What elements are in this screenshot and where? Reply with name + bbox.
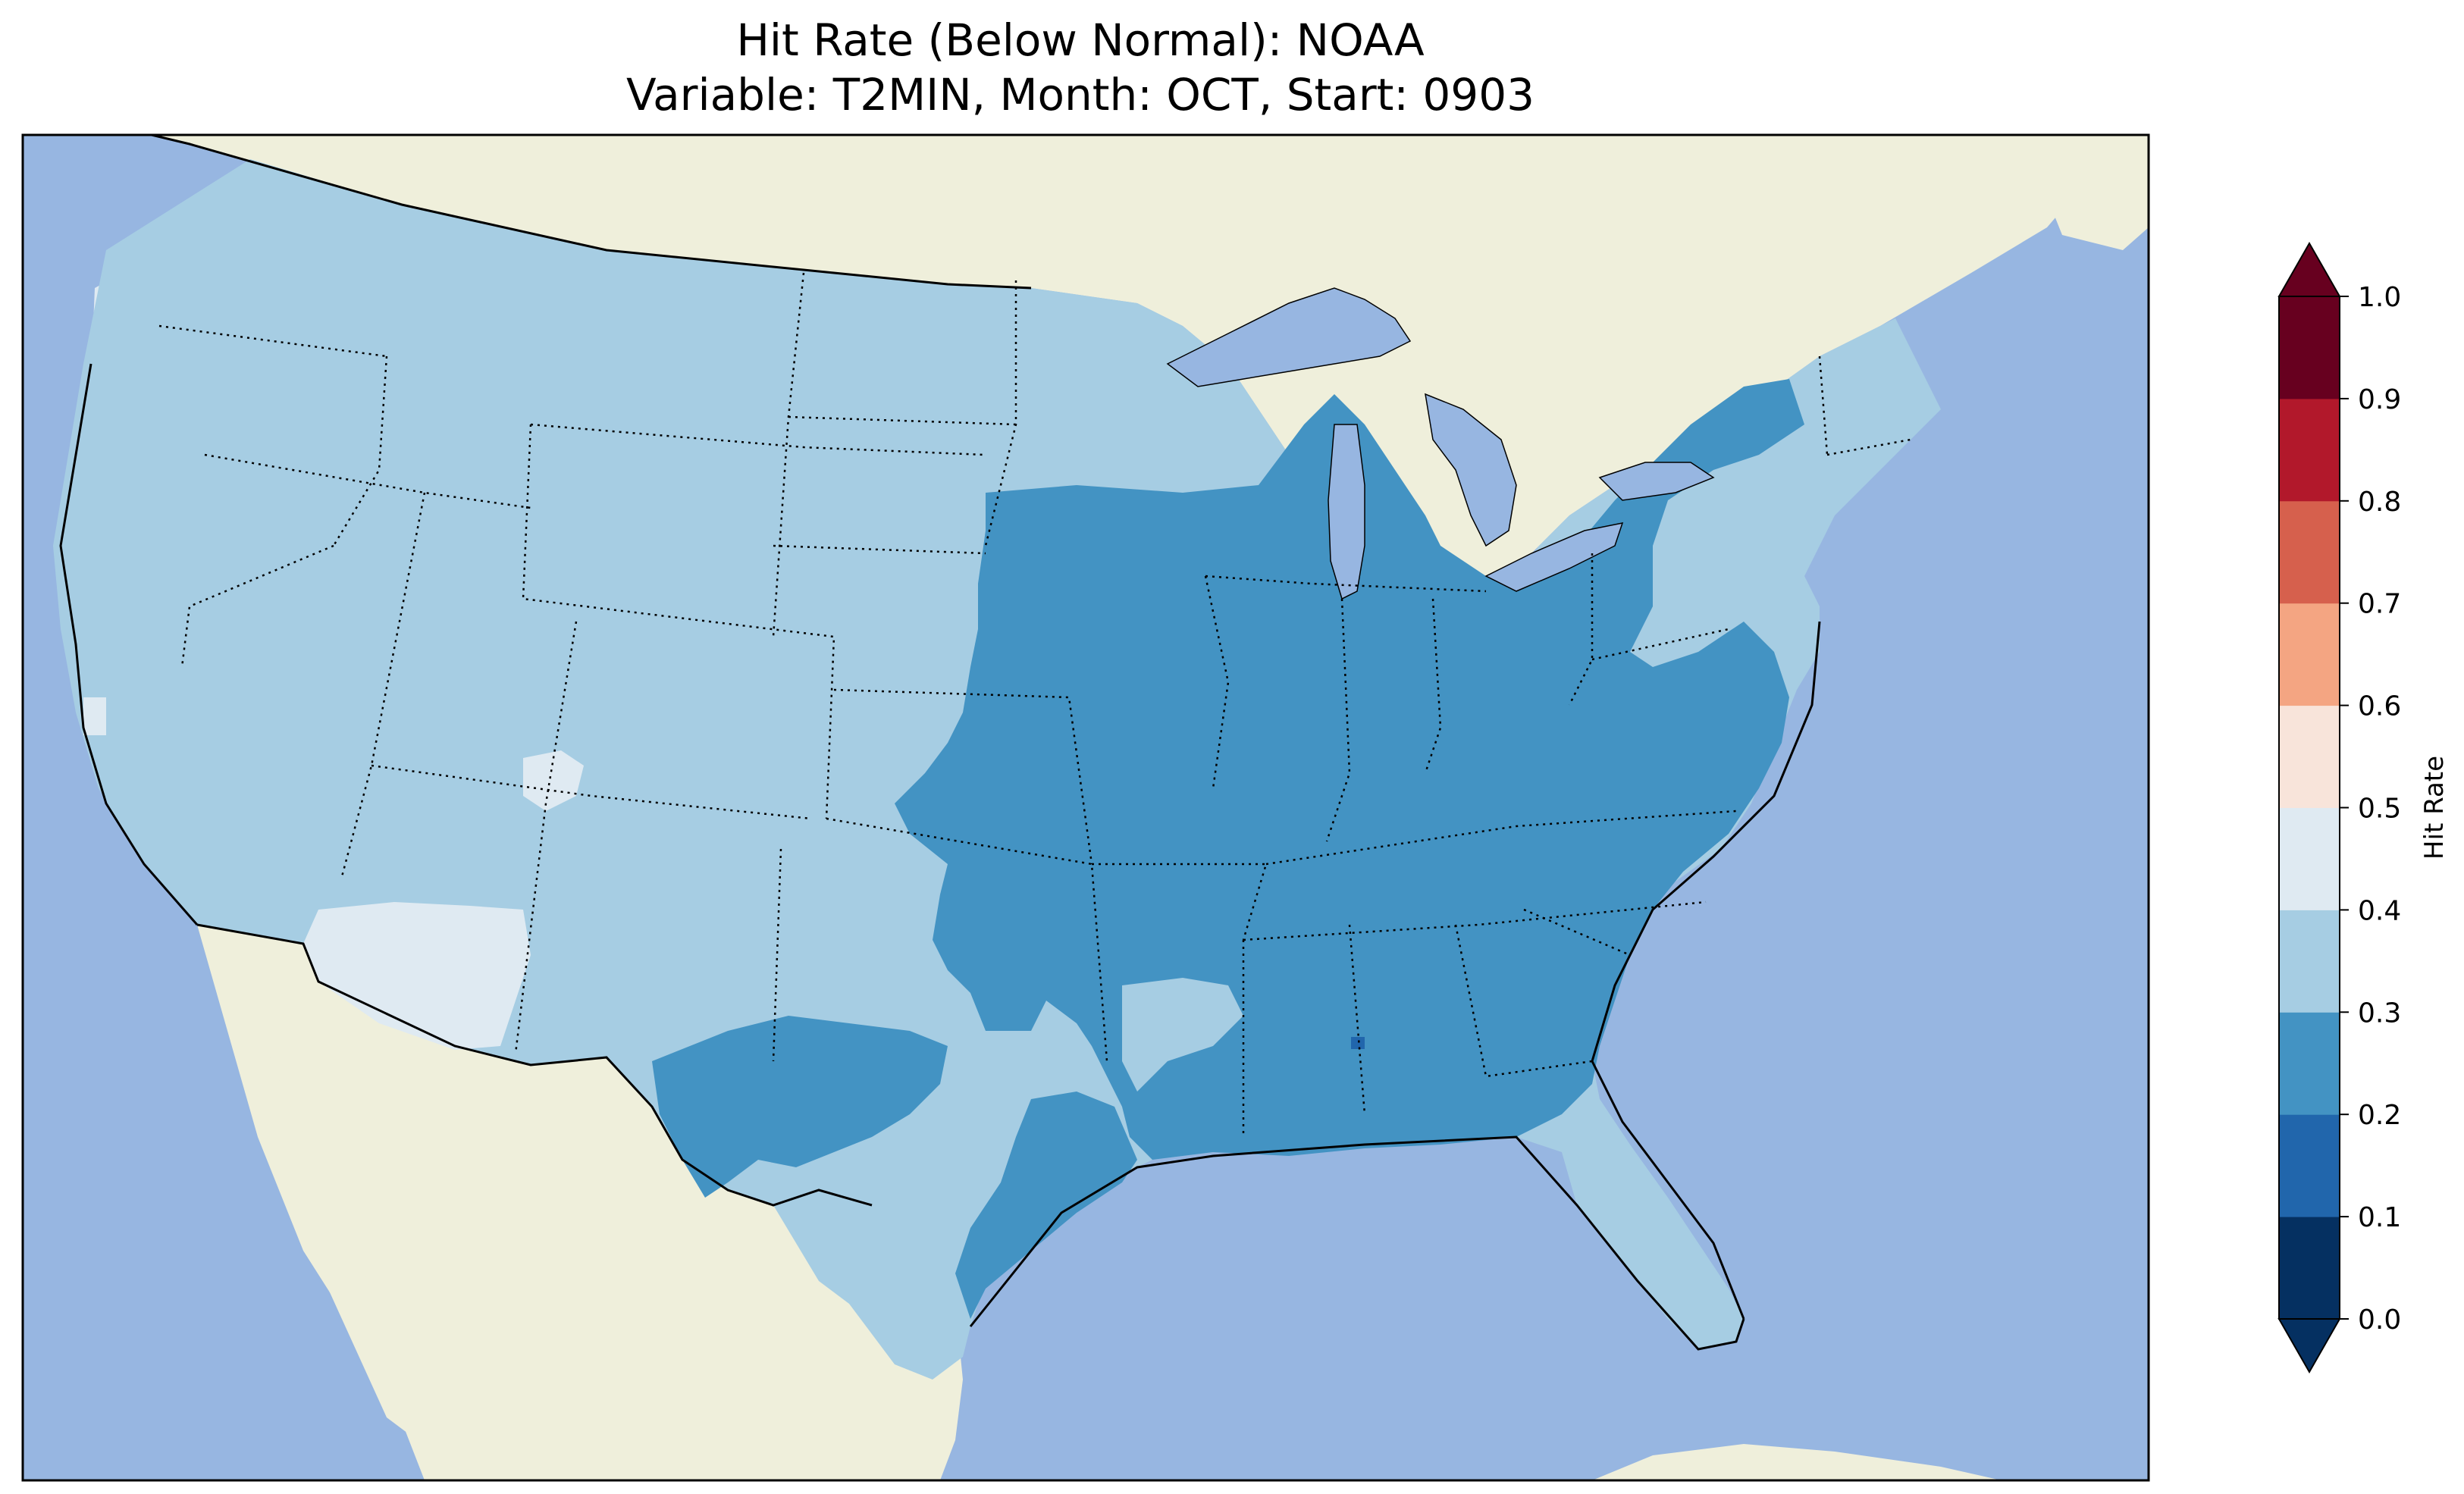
lake-michigan (1328, 424, 1365, 600)
state-borders (158, 272, 1911, 1137)
colorbar-bin (2279, 705, 2340, 808)
baja-land (220, 947, 425, 1440)
colorbar-bin (2279, 1114, 2340, 1217)
maritime-land (2032, 135, 2149, 250)
field-zone-0.4-0.5-california (83, 697, 106, 735)
colorbar: 0.0 0.1 0.2 0.3 0.4 0.5 0.6 0.7 0.8 0.9 1.0 Hit Rat… (2277, 241, 2450, 1374)
map-subtitle: Variable: T2MIN, Month: OCT, Start: 0903 (625, 69, 1535, 121)
colorbar-tick-label: 0.8 (2358, 487, 2401, 518)
colorbar-bin (2279, 296, 2340, 399)
colorbar-extend-min (2277, 1318, 2341, 1374)
colorbar-tick-label: 0.5 (2358, 794, 2401, 825)
colorbar-tick-label: 0.1 (2358, 1202, 2401, 1233)
colorbar-tick-label: 0.9 (2358, 384, 2401, 415)
field-zone-0.2-0.3-texas (652, 1016, 948, 1198)
colorbar-tick-label: 0.7 (2358, 589, 2401, 620)
colorbar-tick-label: 0.0 (2358, 1305, 2401, 1336)
lake-erie (1484, 522, 1624, 592)
lake-ontario (1598, 462, 1715, 501)
colorbar-tick-label: 1.0 (2358, 282, 2401, 313)
colorbar-label: Hit Rate (2419, 756, 2450, 860)
colorbar-bin (2279, 603, 2340, 706)
field-zone-0.1-0.2-mississippi (1351, 1037, 1365, 1049)
colorbar-bin (2279, 1217, 2340, 1320)
map-frame (21, 133, 2150, 1482)
field-zone-0.3-0.4-midsouth (1122, 978, 1243, 1092)
lake-huron (1425, 393, 1517, 547)
colorbar-bin (2279, 500, 2340, 604)
colorbar-bin (2279, 1012, 2340, 1115)
colorbar-tick-label: 0.2 (2358, 1100, 2401, 1131)
colorbar-bin (2279, 910, 2340, 1013)
colorbar-tick-label: 0.6 (2358, 691, 2401, 722)
cuba-land (1592, 1444, 2002, 1480)
colorbar-extend-max (2277, 241, 2341, 297)
field-zone-0.2-0.3-gulf-coast (955, 1092, 1137, 1319)
map-area (23, 135, 2149, 1480)
coastline (59, 135, 1821, 1351)
colorbar-bin (2279, 807, 2340, 910)
colorbar-bin (2279, 398, 2340, 502)
field-zone-0.4-0.5-southwest (303, 902, 531, 1050)
lake-superior (1166, 287, 1412, 387)
colorbar-tick-label: 0.4 (2358, 895, 2401, 926)
map-title: Hit Rate (Below Normal): NOAA (736, 14, 1425, 66)
colorbar-tick-label: 0.3 (2358, 998, 2401, 1029)
field-zone-0.4-0.5-utah (523, 750, 584, 811)
